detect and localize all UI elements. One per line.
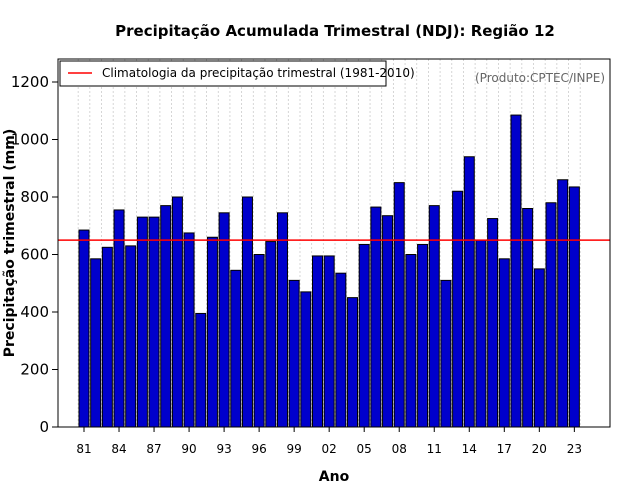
bar-2015 xyxy=(475,239,487,428)
bar-1981 xyxy=(78,229,90,428)
bar-1988 xyxy=(160,205,172,428)
bar-2021 xyxy=(545,202,557,428)
x-tick-label-96: 96 xyxy=(251,442,266,456)
bar-1985 xyxy=(125,245,137,428)
y-axis-title: Precipitação trimestral (mm) xyxy=(2,129,18,357)
x-tick-label-17: 17 xyxy=(497,442,512,456)
bars xyxy=(78,114,580,428)
bar-1983 xyxy=(101,246,113,428)
bar-1994 xyxy=(230,269,242,428)
bar-1993 xyxy=(218,212,230,428)
bar-2005 xyxy=(358,243,370,428)
legend-box xyxy=(59,60,387,87)
x-tick-label-14: 14 xyxy=(462,442,477,456)
y-tick-label-400: 400 xyxy=(20,303,49,321)
bar-1999 xyxy=(288,279,300,428)
x-tick-label-99: 99 xyxy=(287,442,302,456)
bar-2008 xyxy=(393,182,405,428)
bar-2012 xyxy=(440,279,452,428)
x-tick-label-87: 87 xyxy=(146,442,161,456)
x-tick-label-08: 08 xyxy=(392,442,407,456)
x-tick-label-05: 05 xyxy=(357,442,372,456)
bar-1997 xyxy=(265,241,277,428)
x-tick-label-93: 93 xyxy=(216,442,231,456)
bar-2020 xyxy=(533,268,545,428)
bar-2009 xyxy=(405,254,417,428)
bar-2003 xyxy=(335,272,347,428)
bar-2000 xyxy=(300,291,312,428)
bar-2001 xyxy=(312,255,323,428)
bar-2016 xyxy=(487,218,499,428)
bar-2018 xyxy=(510,114,522,428)
bar-2014 xyxy=(463,156,475,428)
bar-1992 xyxy=(206,236,218,428)
y-tick-label-0: 0 xyxy=(39,418,49,436)
x-tick-label-81: 81 xyxy=(76,442,91,456)
x-axis: 81 84 87 90 93 96 99 02 05 08 11 14 17 20 23 xyxy=(76,427,582,456)
bar-2023 xyxy=(568,186,580,428)
bar-2010 xyxy=(417,243,429,428)
legend: Climatologia da precipitação trimestral … xyxy=(59,60,415,87)
x-tick-label-11: 11 xyxy=(427,442,442,456)
bar-2004 xyxy=(347,297,359,428)
bar-1986 xyxy=(136,216,148,428)
bar-2007 xyxy=(382,215,394,428)
bar-1987 xyxy=(148,216,160,428)
bar-1996 xyxy=(253,254,265,428)
y-axis: 0 200 400 600 800 1000 1200 xyxy=(11,73,58,436)
bar-2002 xyxy=(323,255,335,428)
x-tick-label-23: 23 xyxy=(567,442,582,456)
y-tick-label-600: 600 xyxy=(20,246,49,264)
bar-1982 xyxy=(90,258,102,428)
bar-1989 xyxy=(171,196,183,428)
bar-2022 xyxy=(557,179,569,428)
bar-2017 xyxy=(498,258,510,428)
x-tick-label-20: 20 xyxy=(532,442,547,456)
x-tick-label-90: 90 xyxy=(181,442,196,456)
bar-1990 xyxy=(183,232,195,428)
y-tick-label-200: 200 xyxy=(20,361,49,379)
bar-1984 xyxy=(113,209,125,428)
x-tick-label-02: 02 xyxy=(322,442,337,456)
grid xyxy=(77,59,581,427)
y-tick-label-1000: 1000 xyxy=(11,131,49,149)
plot-frame xyxy=(57,58,611,428)
y-tick-label-1200: 1200 xyxy=(11,73,49,91)
y-tick-label-800: 800 xyxy=(20,188,49,206)
x-tick-label-84: 84 xyxy=(111,442,126,456)
bar-2019 xyxy=(522,208,534,428)
chart-title: Precipitação Acumulada Trimestral (NDJ):… xyxy=(115,22,555,40)
legend-label: Climatologia da precipitação trimestral … xyxy=(102,66,415,80)
x-axis-title: Ano xyxy=(319,469,350,485)
bar-1995 xyxy=(241,196,253,428)
bar-1991 xyxy=(195,312,207,428)
bar-2013 xyxy=(452,190,464,428)
credit-label: (Produto:CPTEC/INPE) xyxy=(475,71,605,85)
bar-2011 xyxy=(428,205,440,428)
bar-1998 xyxy=(276,212,288,428)
